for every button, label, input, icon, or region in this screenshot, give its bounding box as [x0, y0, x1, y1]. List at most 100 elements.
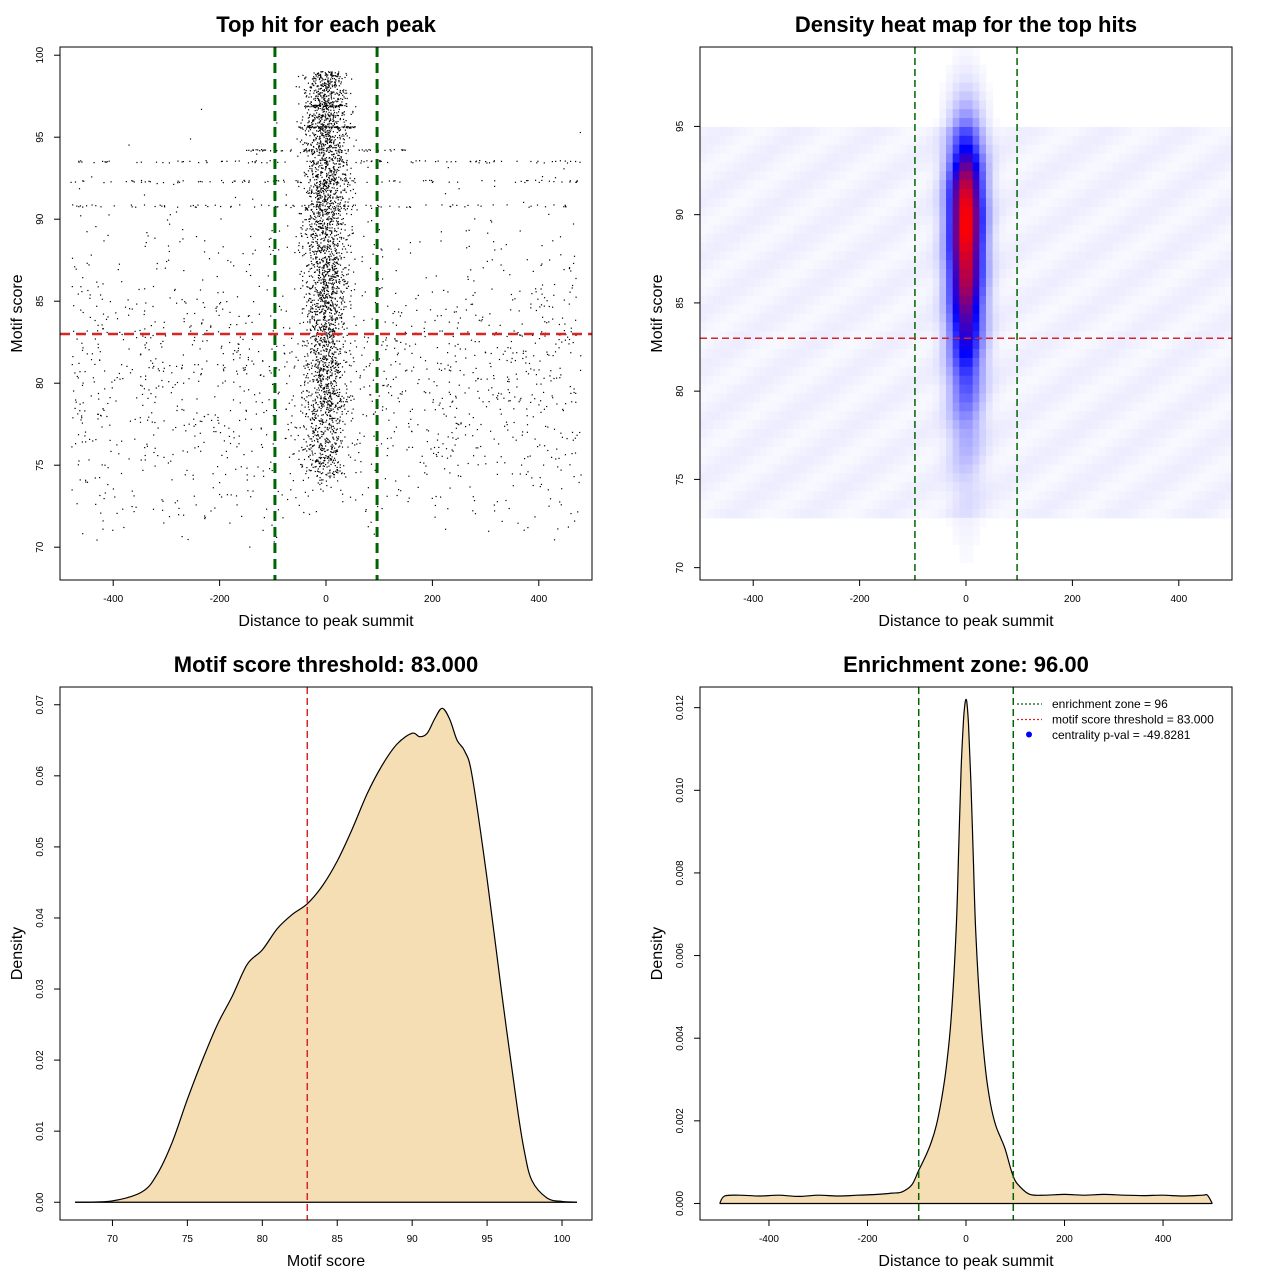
data-point: [331, 236, 333, 238]
y-axis-label: Motif score: [9, 274, 26, 352]
data-point: [311, 165, 313, 167]
data-point: [322, 301, 324, 303]
data-point: [124, 306, 127, 308]
data-point: [190, 325, 192, 327]
data-point: [317, 142, 319, 144]
data-point: [324, 309, 326, 311]
data-point: [312, 454, 314, 456]
data-point: [311, 365, 313, 367]
data-point: [374, 411, 376, 413]
data-point: [345, 385, 348, 387]
data-point: [303, 374, 305, 376]
data-point: [330, 312, 332, 314]
data-point: [324, 369, 326, 371]
data-point: [314, 416, 316, 418]
data-point: [308, 312, 310, 314]
data-point: [363, 319, 365, 321]
data-point: [328, 183, 330, 185]
data-point: [136, 397, 138, 399]
data-point: [107, 484, 109, 486]
data-point: [266, 508, 268, 510]
data-point: [465, 426, 467, 428]
data-point: [341, 411, 343, 413]
data-point: [319, 420, 321, 422]
data-point: [330, 316, 332, 318]
data-point: [337, 244, 339, 246]
data-point: [310, 143, 312, 145]
data-point: [473, 455, 475, 457]
data-point: [337, 245, 339, 247]
data-point: [100, 512, 102, 514]
data-point: [551, 395, 553, 397]
data-point: [512, 436, 514, 438]
data-point: [513, 330, 515, 332]
data-point: [336, 361, 338, 363]
data-point: [559, 377, 561, 379]
data-point: [518, 310, 520, 312]
data-point: [419, 160, 421, 162]
data-point: [318, 246, 320, 248]
data-point: [198, 380, 200, 382]
data-point: [223, 370, 225, 372]
data-point: [144, 336, 146, 338]
data-point: [261, 446, 264, 448]
data-point: [570, 160, 572, 162]
data-point: [332, 336, 334, 338]
data-point: [316, 459, 318, 461]
data-point: [553, 377, 555, 380]
data-point: [321, 116, 323, 118]
data-point: [535, 374, 537, 376]
heatmap-cell: [700, 144, 708, 155]
data-point: [333, 380, 336, 382]
data-point: [252, 149, 254, 151]
data-point: [468, 245, 470, 247]
data-point: [342, 300, 344, 302]
data-point: [334, 319, 337, 321]
data-point: [154, 237, 156, 239]
data-point: [457, 343, 459, 345]
data-point: [331, 369, 333, 371]
data-point: [365, 149, 367, 151]
data-point: [297, 155, 299, 157]
data-point: [334, 93, 336, 95]
data-point: [312, 132, 314, 134]
data-point: [311, 318, 313, 320]
data-point: [334, 230, 336, 232]
data-point: [333, 257, 335, 259]
data-point: [319, 250, 321, 252]
data-point: [559, 160, 561, 162]
data-point: [315, 427, 317, 429]
data-point: [333, 427, 335, 429]
data-point: [543, 464, 545, 466]
data-point: [331, 81, 333, 83]
data-point: [81, 342, 83, 344]
data-point: [252, 253, 254, 255]
data-point: [480, 205, 482, 207]
data-point: [315, 104, 317, 106]
data-point: [314, 184, 316, 187]
data-point: [96, 305, 98, 307]
data-point: [319, 202, 321, 204]
data-point: [322, 325, 324, 327]
data-point: [304, 77, 306, 79]
data-point: [326, 214, 328, 216]
data-point: [195, 424, 197, 426]
data-point: [333, 269, 335, 271]
data-point: [97, 413, 99, 415]
data-point: [327, 449, 329, 451]
data-point: [300, 213, 302, 215]
data-point: [323, 90, 325, 92]
data-point: [354, 126, 356, 128]
data-point: [324, 97, 326, 99]
data-point: [335, 429, 337, 431]
data-point: [259, 392, 261, 394]
data-point: [143, 204, 146, 206]
data-point: [450, 370, 452, 372]
data-point: [135, 206, 137, 208]
data-point: [324, 391, 326, 393]
data-point: [338, 81, 340, 83]
data-point: [448, 321, 450, 323]
data-point: [330, 424, 332, 426]
data-point: [323, 365, 325, 367]
data-point: [361, 256, 363, 258]
